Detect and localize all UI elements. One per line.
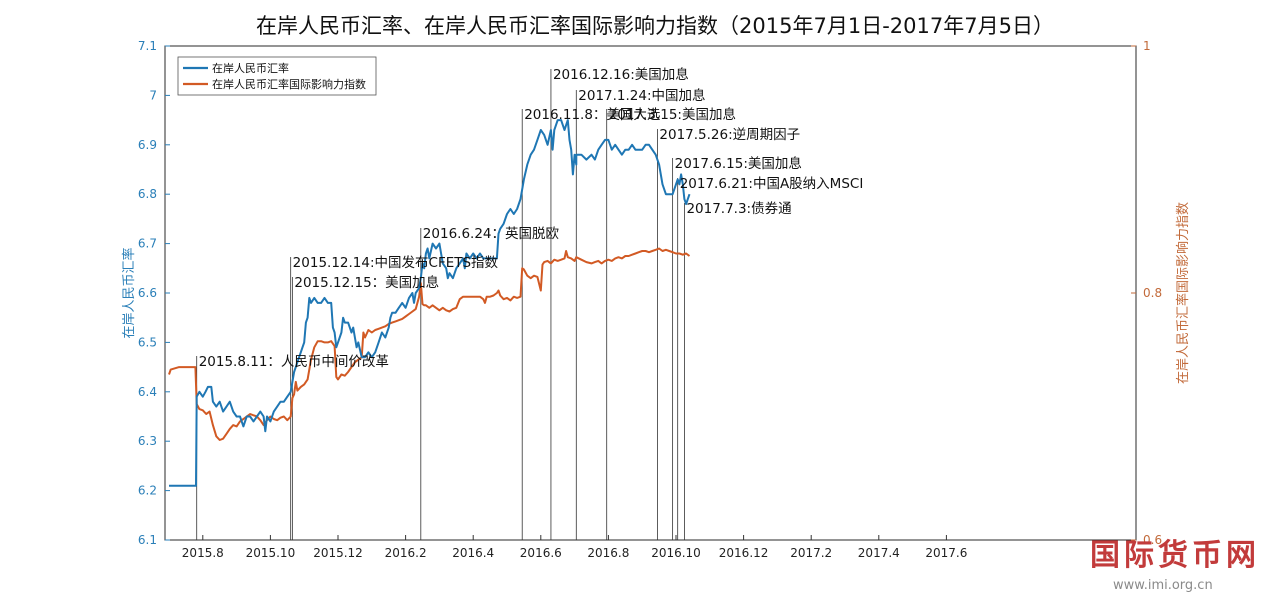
x-tick-label: 2016.6 [520, 546, 562, 560]
x-tick-label: 2016.10 [651, 546, 701, 560]
event-annotations: 2015.8.11：人民币中间价改革 2015.12.14:中国发布CFETS指数… [199, 66, 864, 370]
event-annotation: 2017.7.3:债券通 [686, 201, 792, 217]
event-markers [196, 69, 685, 540]
x-tick-label: 2016.8 [587, 546, 629, 560]
event-annotation: 2015.8.11：人民币中间价改革 [199, 354, 389, 370]
x-tick-label: 2015.10 [246, 546, 296, 560]
x-tick-label: 2016.12 [719, 546, 769, 560]
watermark-url: www.imi.org.cn [1113, 578, 1213, 593]
y-left-tick-label: 6.8 [138, 187, 157, 201]
event-annotation: 2016.12.16:美国加息 [553, 66, 689, 83]
y-left-tick-label: 6.3 [138, 434, 157, 448]
series-lines [168, 119, 691, 487]
y-left-tick-label: 6.4 [138, 385, 157, 399]
event-annotation: 2015.12.14:中国发布CFETS指数 [293, 255, 499, 271]
event-annotation: 2017.6.15:美国加息 [675, 155, 802, 172]
y-left-tick-label: 7.1 [138, 39, 157, 53]
event-annotation: 2017.5.26:逆周期因子 [659, 127, 800, 143]
y-left-tick-label: 6.1 [138, 533, 157, 547]
legend-label-rate: 在岸人民币汇率 [212, 61, 289, 75]
x-tick-label: 2015.12 [313, 546, 363, 560]
series-line-rate [169, 119, 691, 487]
legend: 在岸人民币汇率 在岸人民币汇率国际影响力指数 [177, 56, 377, 96]
x-tick-label: 2017.2 [790, 546, 832, 560]
y-left-tick-label: 6.6 [138, 286, 157, 300]
x-axis: 2015.8 2015.10 2015.12 2016.2 2016.4 2016.6 20… [182, 535, 967, 560]
series-line-index [168, 247, 691, 441]
event-annotation: 2017.3.15:美国加息 [609, 106, 736, 123]
watermark: 国际货币网 www.imi.org.cn [1090, 538, 1260, 593]
x-tick-label: 2016.4 [452, 546, 494, 560]
x-tick-label: 2017.4 [858, 546, 900, 560]
y-axis-left-label: 在岸人民币汇率 [121, 247, 137, 338]
left-axis: 6.1 6.2 6.3 6.4 6.5 6.6 6.7 6.8 6.9 7 7.1 [138, 39, 170, 547]
x-tick-label: 2017.6 [925, 546, 967, 560]
chart-title: 在岸人民币汇率、在岸人民币汇率国际影响力指数（2015年7月1日-2017年7月… [256, 14, 1054, 38]
y-right-tick-label: 0.8 [1143, 286, 1162, 300]
legend-label-index: 在岸人民币汇率国际影响力指数 [212, 77, 366, 91]
y-left-tick-label: 6.5 [138, 335, 157, 349]
watermark-logo: 国际货币网 [1090, 538, 1260, 573]
right-axis: 0.6 0.8 1 [1131, 39, 1162, 547]
y-right-tick-label: 1 [1143, 39, 1151, 53]
event-annotation: 2017.1.24:中国加息 [578, 87, 705, 104]
y-axis-right-label: 在岸人民币汇率国际影响力指数 [1175, 202, 1191, 384]
y-left-tick-label: 6.2 [138, 484, 157, 498]
event-annotation: 2017.6.21:中国A股纳入MSCI [680, 176, 864, 192]
y-left-tick-label: 7 [149, 88, 157, 102]
y-right-tick-label: 0.6 [1143, 533, 1162, 547]
legend-box [177, 56, 377, 96]
y-left-tick-label: 6.9 [138, 138, 157, 152]
y-left-tick-label: 6.7 [138, 237, 157, 251]
event-annotation: 2016.6.24：英国脱欧 [423, 225, 560, 242]
x-tick-label: 2016.2 [385, 546, 427, 560]
x-tick-label: 2015.8 [182, 546, 224, 560]
event-annotation: 2015.12.15：美国加息 [294, 274, 439, 291]
event-annotation: 2016.11.8：美国大选 [524, 107, 661, 123]
